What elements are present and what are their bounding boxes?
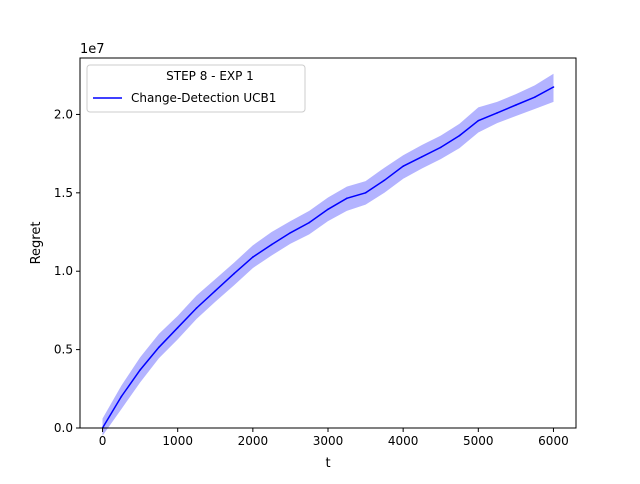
series-0-point-19 [458, 134, 461, 137]
series-0-point-14 [364, 192, 367, 194]
y-tick-label: 2.0 [54, 107, 73, 121]
series-0-point-1 [120, 395, 123, 398]
series-0-point-6 [214, 290, 217, 292]
series-0-point-2 [139, 369, 141, 371]
series-0-point-17 [421, 156, 423, 158]
y-offset-label: 1e7 [80, 42, 105, 57]
y-tick-label: 1.5 [54, 186, 73, 200]
series-0-point-18 [439, 146, 442, 149]
x-tick-label: 1000 [162, 434, 193, 448]
x-tick-label: 6000 [538, 434, 569, 448]
y-tick-label: 1.0 [54, 264, 73, 278]
x-tick-label: 5000 [463, 434, 494, 448]
x-tick-label: 0 [99, 434, 107, 448]
series-0-point-11 [308, 221, 311, 224]
plot-area [101, 73, 555, 436]
x-tick-label: 2000 [238, 434, 269, 448]
x-axis-label: t [325, 456, 330, 471]
series-0-point-20 [477, 119, 480, 122]
series-0-point-10 [289, 232, 292, 234]
series-0-point-12 [327, 208, 329, 211]
series-0-line [101, 86, 554, 429]
legend: STEP 8 - EXP 1 Change-Detection UCB1 [86, 64, 306, 113]
series-0-point-5 [195, 307, 198, 309]
x-tick-label: 4000 [388, 434, 419, 448]
series-0-point-24 [552, 86, 555, 88]
y-tick-label: 0.0 [54, 421, 73, 435]
series-0-point-4 [176, 326, 179, 329]
x-tick-label: 3000 [313, 434, 344, 448]
series-0-point-21 [496, 112, 498, 114]
y-tick-label: 0.5 [54, 343, 73, 357]
series-0-point-23 [533, 96, 536, 98]
series-0-confidence-band [102, 73, 554, 436]
series-0-point-13 [346, 197, 348, 200]
series-0-point-15 [383, 179, 386, 182]
legend-title: STEP 8 - EXP 1 [166, 69, 254, 83]
series-0-point-7 [233, 272, 235, 275]
series-0-point-9 [270, 243, 273, 246]
series-0-point-8 [252, 256, 254, 258]
y-axis-label: Regret [29, 222, 44, 265]
series-0-point-22 [515, 104, 517, 106]
legend-entry-label: Change-Detection UCB1 [131, 91, 276, 105]
series-0-point-16 [402, 165, 405, 167]
series-0-point-3 [158, 346, 160, 349]
axis-ticks: 0 1000 2000 3000 4000 5000 6000 0.0 0.5 1.0 1.5 2.0 [54, 107, 569, 448]
legend-box [86, 64, 306, 113]
